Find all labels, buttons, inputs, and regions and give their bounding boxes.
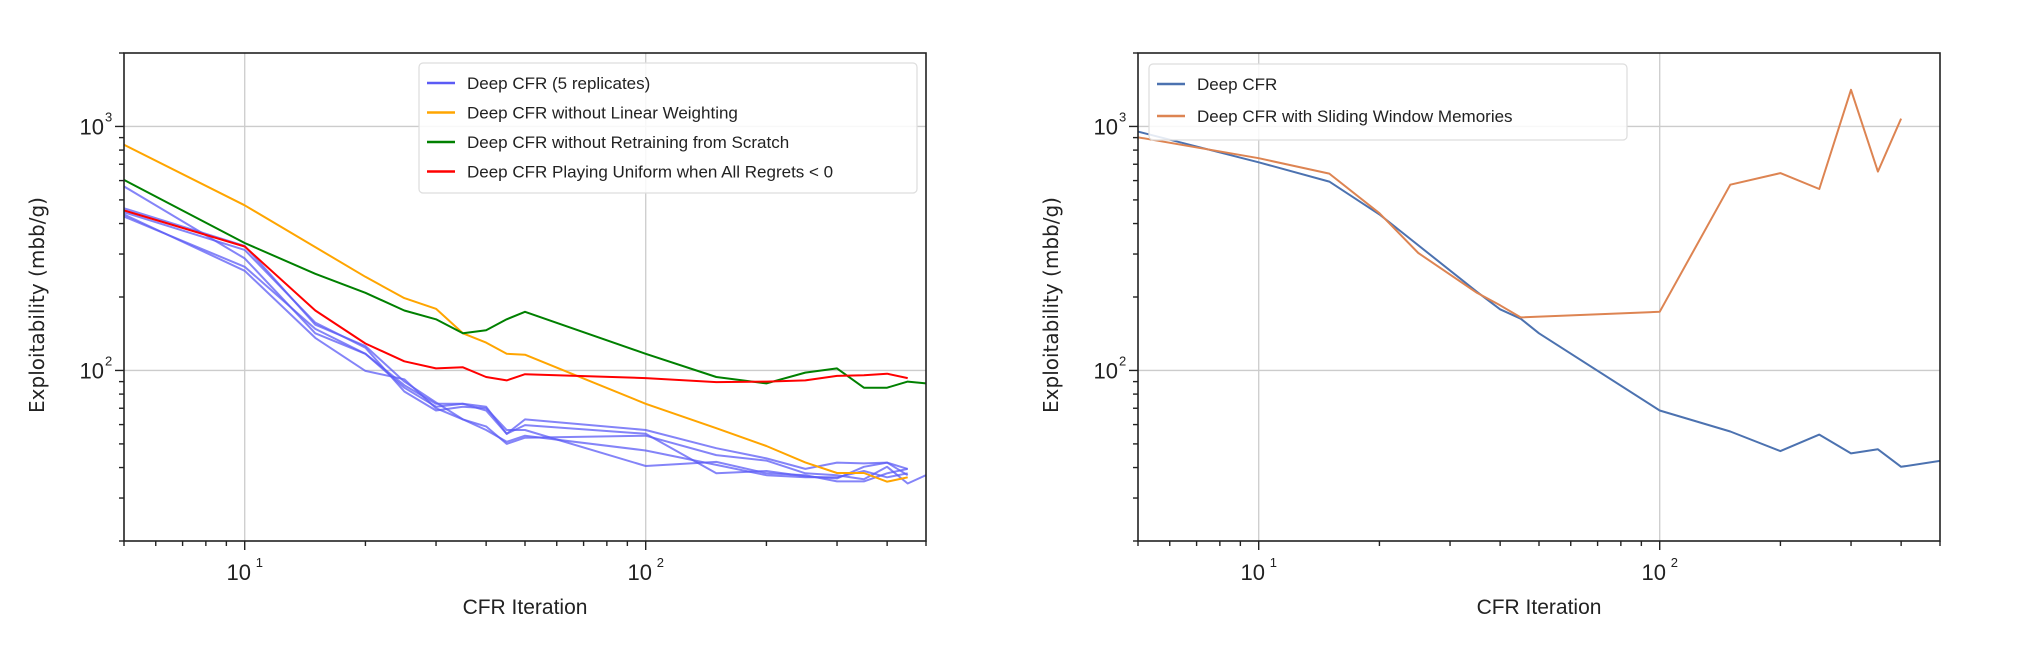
x-tick-label-exponent: 1 [256,555,263,570]
x-tick-label-base: 10 [1641,560,1665,585]
series-line-deep-cfr-playing-uniform-when-all-regrets-0 [124,209,908,384]
y-tick-label-base: 10 [1094,358,1118,383]
x-tick-label-exponent: 2 [1671,555,1678,570]
series-line-replicate-2 [124,213,908,479]
legend: Deep CFR (5 replicates) Deep CFR without … [418,62,918,194]
y-tick-label-base: 10 [80,114,104,139]
legend-label: Deep CFR without Retraining from Scratch [467,133,789,152]
series-group [1138,88,1940,468]
legend-label: Deep CFR without Linear Weighting [467,104,738,123]
y-tick-label-exponent: 3 [1119,109,1126,124]
x-tick-label-base: 10 [627,560,651,585]
x-tick-label-exponent: 2 [657,555,664,570]
series-line-deep-cfr-without-linear-weighting [124,143,908,483]
y-tick-label-exponent: 2 [1119,353,1126,368]
series-group [124,143,926,485]
legend-box [418,62,918,194]
x-axis-label: CFR Iteration [1477,596,1602,619]
legend-label: Deep CFR with Sliding Window Memories [1197,107,1513,126]
y-tick-label-exponent: 3 [105,109,112,124]
x-axis-label: CFR Iteration [463,596,588,619]
y-axis-label: Exploitability (mbb/g) [1039,197,1063,413]
series-line-deep-cfr-with-sliding-window-memories [1138,88,1903,319]
series-line-replicate-1 [124,207,926,485]
y-tick-label-exponent: 2 [105,353,112,368]
legend-box [1148,63,1628,141]
legend-label: Deep CFR (5 replicates) [467,74,650,93]
series-line-deep-cfr-5-replicates- [124,185,908,470]
y-tick-label-base: 10 [1094,114,1118,139]
legend-label: Deep CFR Playing Uniform when All Regret… [467,163,833,182]
y-axis-label: Exploitability (mbb/g) [25,197,49,413]
y-tick-label-base: 10 [80,358,104,383]
legend-label: Deep CFR [1197,75,1277,94]
x-tick-label-exponent: 1 [1270,555,1277,570]
series-line-deep-cfr [1138,130,1940,468]
legend: Deep CFR Deep CFR with Sliding Window Mem… [1148,63,1628,141]
x-tick-label-base: 10 [226,560,250,585]
series-line-replicate-4 [124,215,909,480]
x-tick-label-base: 10 [1240,560,1264,585]
series-line-deep-cfr-without-retraining-from-scratch [124,179,926,389]
